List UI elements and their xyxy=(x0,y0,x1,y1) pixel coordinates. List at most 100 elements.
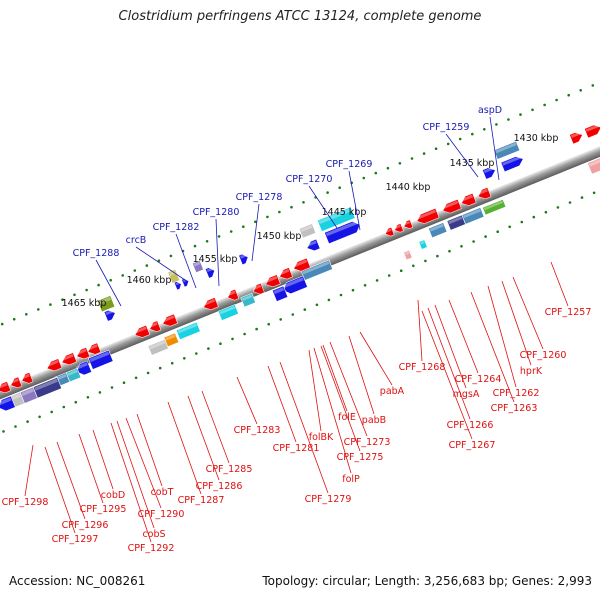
scale-dot-upper xyxy=(157,259,161,263)
gene-feature xyxy=(384,226,395,237)
gene-feature xyxy=(584,124,600,139)
scale-dot-upper xyxy=(12,317,16,321)
gene-label: CPF_1267 xyxy=(449,440,496,451)
scale-dot-upper xyxy=(495,123,498,126)
scale-dot-lower xyxy=(436,254,439,258)
scale-dot-lower xyxy=(520,220,524,224)
scale-dot-lower xyxy=(339,293,343,297)
gene-feature xyxy=(147,338,169,356)
scale-dot-lower xyxy=(375,279,379,282)
scale-ticks: 1430 kbp 1435 kbp 1440 kbp 1445 kbp 1450 kbp… xyxy=(62,133,559,309)
gene-highlight xyxy=(588,156,600,167)
gene-highlight xyxy=(394,224,401,230)
gene-arrow xyxy=(21,372,34,384)
gene-feature xyxy=(252,282,265,295)
gene-feature xyxy=(162,313,178,327)
gene-label: pabB xyxy=(362,415,386,426)
leader-line xyxy=(92,429,114,490)
scale-tick-label: 1460 kbp xyxy=(127,275,172,286)
gene-feature xyxy=(238,253,249,266)
gene-highlight xyxy=(0,382,8,390)
leader-line xyxy=(348,335,375,415)
scale-dot-upper xyxy=(217,235,221,238)
gene-feature xyxy=(493,140,521,160)
gene-label: crcB xyxy=(126,235,147,246)
leader-line xyxy=(236,376,258,425)
leader-line xyxy=(187,395,220,481)
gene-feature xyxy=(227,288,240,301)
leader-line xyxy=(434,304,467,389)
scale-dot-upper xyxy=(434,147,438,150)
gene-feature xyxy=(191,259,204,274)
map-title: Clostridium perfringens ATCC 13124, comp… xyxy=(118,9,482,24)
gene-arrow xyxy=(87,342,102,355)
gene-highlight xyxy=(98,296,112,305)
gene-label: folE xyxy=(338,412,356,423)
gene-arrow xyxy=(293,257,311,272)
gene-feature xyxy=(306,238,321,251)
gene-box xyxy=(428,222,448,239)
gene-highlight xyxy=(87,344,98,351)
gene-label: mgsA xyxy=(453,389,480,400)
scale-dot-upper xyxy=(205,240,209,243)
gene-label: CPF_1285 xyxy=(206,464,253,475)
leader-line xyxy=(125,417,162,509)
gene-highlight xyxy=(495,142,517,154)
gene-feature xyxy=(282,275,308,294)
scale-dot-upper xyxy=(109,278,112,282)
gene-feature xyxy=(0,395,16,412)
scale-dot-upper xyxy=(133,269,137,272)
gene-box xyxy=(87,349,114,370)
gene-arrow xyxy=(324,221,361,245)
scale-dot-upper xyxy=(97,283,100,287)
gene-label: cobS xyxy=(142,529,165,540)
scale-dot-upper xyxy=(422,152,426,155)
scale-dot-upper xyxy=(471,132,474,136)
gene-arrow xyxy=(76,347,91,360)
gene-feature xyxy=(500,155,524,173)
leader-line xyxy=(44,446,76,534)
gene-highlight xyxy=(177,323,198,334)
gene-highlight xyxy=(56,373,67,381)
gene-highlight xyxy=(21,373,30,380)
gene-label: CPF_1286 xyxy=(196,481,243,492)
gene-label: CPF_1279 xyxy=(305,494,352,505)
gene-highlight xyxy=(463,208,481,219)
gene-arrow xyxy=(461,192,477,206)
gene-highlight xyxy=(193,261,201,267)
gene-label: hprK xyxy=(520,366,543,377)
topology-label: Topology: circular; Length: 3,256,683 bp… xyxy=(262,574,592,588)
gene-highlight xyxy=(403,221,411,226)
gene-label: cobD xyxy=(101,490,125,501)
scale-dot-lower xyxy=(255,327,258,331)
scale-tick-label: 1435 kbp xyxy=(450,158,495,169)
gene-box xyxy=(175,321,201,341)
gene-feature xyxy=(87,342,102,355)
leader-line xyxy=(78,433,104,504)
gene-arrow xyxy=(403,219,414,229)
gene-arrow xyxy=(103,310,116,322)
scale-dot-lower xyxy=(267,322,271,326)
leader-line xyxy=(421,310,473,440)
gene-feature xyxy=(173,281,182,291)
scale-dot-lower xyxy=(544,210,548,214)
leader-line xyxy=(313,347,352,474)
scale-dot-lower xyxy=(14,425,17,428)
gene-label: CPF_1290 xyxy=(138,509,185,520)
gene-highlight xyxy=(134,326,147,334)
scale-dot-lower xyxy=(243,332,246,336)
scale-dot-upper xyxy=(278,210,281,214)
gene-arrow xyxy=(416,207,440,224)
gene-highlight xyxy=(34,378,58,391)
scale-dot-lower xyxy=(231,337,234,341)
gene-highlight xyxy=(265,275,278,284)
gene-box xyxy=(271,285,289,302)
scale-dot-lower xyxy=(50,410,53,414)
gene-highlight xyxy=(240,253,247,259)
leader-line xyxy=(95,259,122,307)
gene-highlight xyxy=(67,369,78,376)
gene-feature xyxy=(134,324,151,338)
scale-dot-upper xyxy=(0,322,4,326)
leader-line xyxy=(267,365,297,443)
